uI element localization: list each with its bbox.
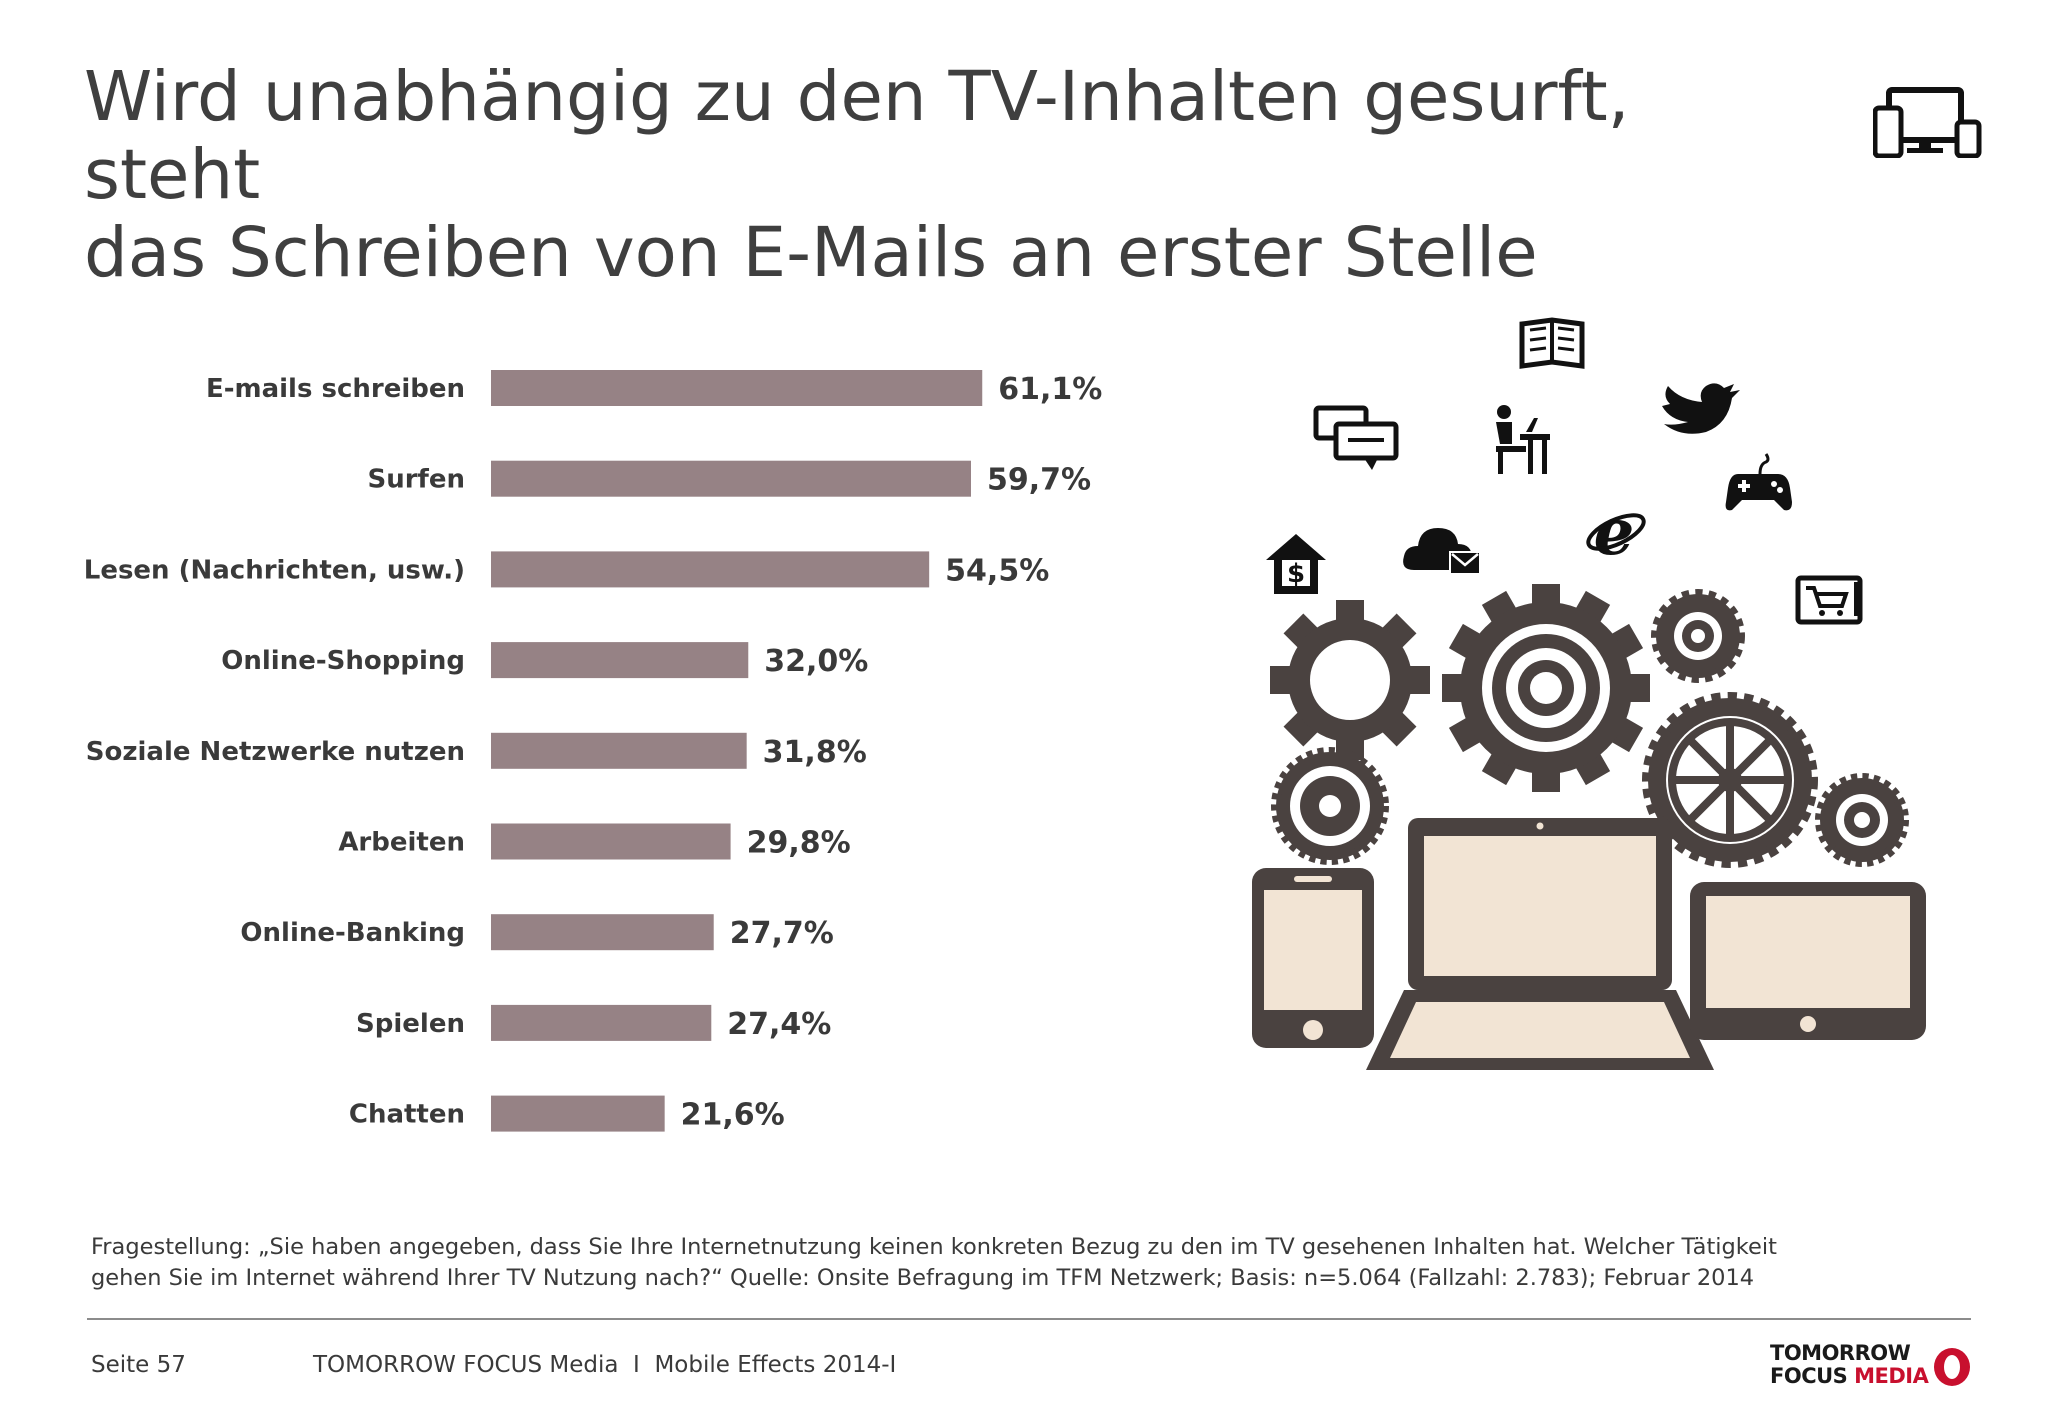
title-line-1: Wird unabhängig zu den TV-Inhalten gesur… — [84, 57, 1630, 215]
svg-text:$: $ — [1287, 559, 1305, 589]
value-label: 27,4% — [727, 1007, 831, 1042]
twitter-bird-icon — [1662, 383, 1740, 434]
category-label: Chatten — [349, 1100, 465, 1130]
category-label: Lesen (Nachrichten, usw.) — [84, 555, 465, 585]
bar — [491, 1095, 665, 1132]
logo-mark-icon — [1933, 1348, 1971, 1386]
bar — [491, 460, 971, 497]
gamepad-icon — [1725, 453, 1792, 511]
value-label: 61,1% — [998, 372, 1102, 407]
title-line-2: das Schreiben von E-Mails an erster Stel… — [84, 213, 1538, 293]
svg-text:e: e — [1594, 495, 1635, 570]
illustration: $ e — [1252, 317, 1926, 1070]
category-label: Surfen — [367, 465, 465, 495]
logo-media: MEDIA — [1854, 1364, 1929, 1388]
footnote-line-2: gehen Sie im Internet während Ihrer TV N… — [91, 1265, 1755, 1291]
bar — [491, 1004, 712, 1041]
tomorrow-focus-logo: TOMORROW FOCUS MEDIA — [1770, 1342, 1980, 1392]
bar-chart: E-mails schreiben 61,1% Surfen 59,7% Lesen (… — [84, 370, 1102, 1133]
value-label: 27,7% — [730, 916, 834, 951]
category-label: E-mails schreiben — [206, 374, 465, 404]
bar — [491, 551, 930, 588]
shopping-cart-icon — [1795, 575, 1863, 625]
category-label: Online-Shopping — [221, 646, 465, 676]
smartphone-icon — [1252, 868, 1374, 1048]
footer-divider — [87, 1318, 1971, 1320]
value-label: 54,5% — [945, 553, 1049, 588]
category-label: Online-Banking — [240, 918, 465, 948]
chat-icon — [1313, 405, 1399, 470]
bar — [491, 642, 749, 679]
person-at-desk-icon — [1496, 405, 1550, 474]
category-label: Soziale Netzwerke nutzen — [86, 737, 465, 767]
internet-explorer-icon: e — [1586, 495, 1646, 570]
gear-icon — [1270, 584, 1909, 868]
bar — [491, 823, 731, 860]
page-title: Wird unabhängig zu den TV-Inhalten gesur… — [84, 58, 1784, 292]
category-label: Spielen — [356, 1009, 465, 1039]
value-label: 21,6% — [681, 1098, 785, 1133]
page-number: Seite 57 — [91, 1352, 186, 1378]
value-label: 32,0% — [764, 644, 868, 679]
book-icon — [1519, 317, 1585, 369]
value-label: 59,7% — [987, 463, 1091, 498]
logo-line-1: TOMORROW — [1770, 1341, 1911, 1365]
cloud-mail-icon — [1403, 528, 1481, 575]
house-dollar-icon: $ — [1266, 534, 1326, 594]
category-label: Arbeiten — [338, 828, 465, 858]
bar — [491, 914, 714, 951]
tablet-icon — [1690, 882, 1926, 1040]
logo-focus: FOCUS — [1770, 1364, 1848, 1388]
footnote: Fragestellung: „Sie haben angegeben, das… — [91, 1232, 1971, 1294]
publication-name: TOMORROW FOCUS Media I Mobile Effects 20… — [313, 1352, 897, 1378]
footnote-line-1: Fragestellung: „Sie haben angegeben, das… — [91, 1234, 1777, 1260]
devices-icon — [1873, 87, 1982, 158]
bar — [491, 370, 983, 406]
value-label: 31,8% — [763, 735, 867, 770]
bar — [491, 732, 747, 769]
value-label: 29,8% — [747, 826, 851, 861]
laptop-icon — [1366, 818, 1714, 1070]
